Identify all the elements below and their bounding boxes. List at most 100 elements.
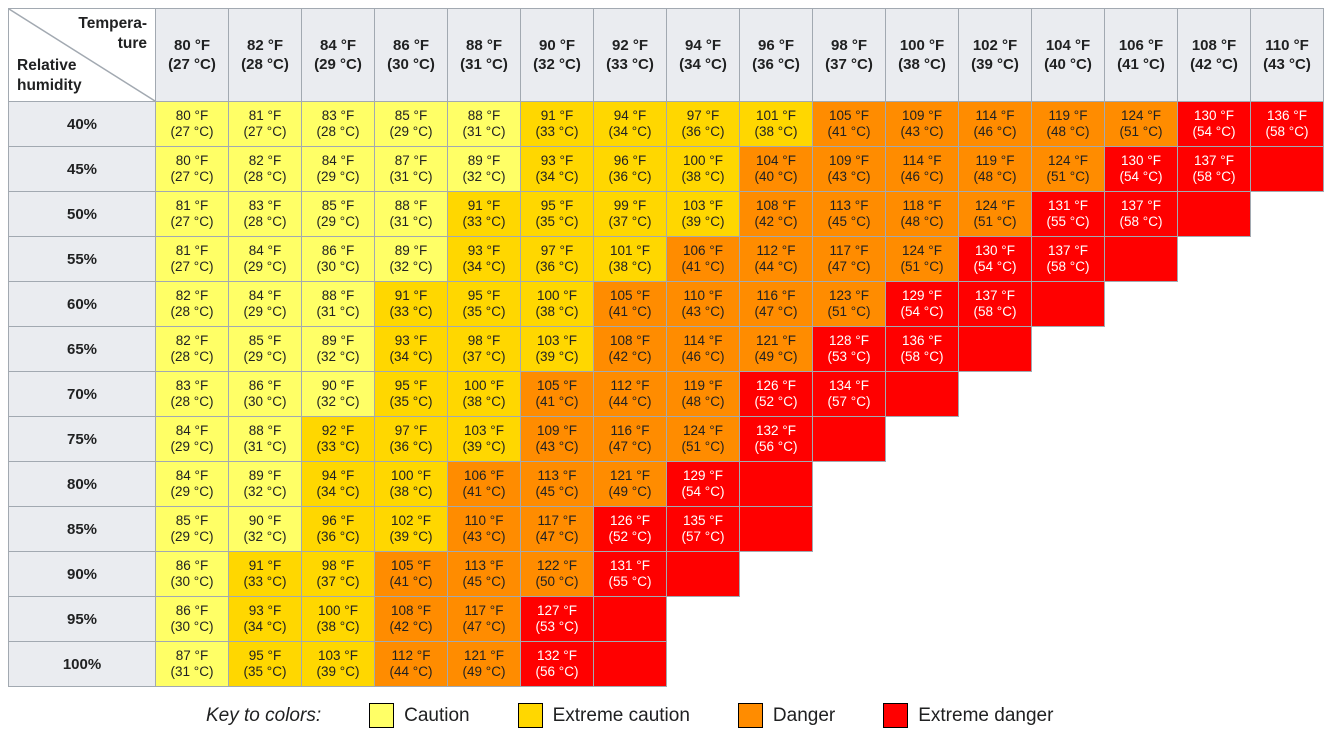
- heat-cell: 129 °F (54 °C): [666, 461, 740, 507]
- celsius-value: (48 °C): [681, 394, 725, 409]
- heat-cell: 122 °F (50 °C): [520, 551, 594, 597]
- fahrenheit-value: 101 °F: [610, 243, 650, 258]
- celsius-value: (47 °C): [535, 529, 579, 544]
- celsius-value: (27 °C): [170, 169, 214, 184]
- fahrenheit-value: 81 °F: [175, 198, 209, 213]
- celsius-value: (41 °C): [462, 484, 506, 499]
- celsius-value: (39 °C): [681, 214, 725, 229]
- fahrenheit-value: 113 °F: [464, 558, 504, 573]
- heat-cell: 136 °F (58 °C): [1250, 101, 1324, 147]
- humidity-row-header: 60%: [8, 281, 156, 327]
- fahrenheit-value: 119 °F: [1048, 108, 1088, 123]
- celsius-value: (40 °C): [754, 169, 798, 184]
- celsius-value: (32 °C): [243, 529, 287, 544]
- celsius-value: (27 °C): [170, 259, 214, 274]
- celsius-value: (41 °C): [608, 304, 652, 319]
- celsius-value: (51 °C): [1119, 124, 1163, 139]
- fahrenheit-value: 129 °F: [902, 288, 942, 303]
- fahrenheit-value: 85 °F: [321, 198, 355, 213]
- fahrenheit-value: 82 °F: [248, 153, 282, 168]
- table-row: 60% 82 °F (28 °C) 84 °F (29 °C) 88 °F (31 °C) 9…: [8, 281, 1324, 327]
- fahrenheit-value: 103 °F: [683, 198, 723, 213]
- heat-cell: 82 °F (28 °C): [228, 146, 302, 192]
- heat-cell: 114 °F (46 °C): [666, 326, 740, 372]
- celsius-value: (31 °C): [389, 169, 433, 184]
- fahrenheit-value: 108 °F: [756, 198, 796, 213]
- temperature-header-cell: 90 °F (32 °C): [520, 8, 594, 102]
- celsius-value: (58 °C): [900, 349, 944, 364]
- extreme-danger-swatch: [883, 703, 909, 728]
- celsius-value: (39 °C): [316, 664, 360, 679]
- heat-cell: 128 °F (53 °C): [812, 326, 886, 372]
- blank-cell: [958, 461, 1032, 507]
- heat-cell-empty: [739, 461, 813, 507]
- celsius-value: (43 °C): [681, 304, 725, 319]
- fahrenheit-value: 112 °F: [610, 378, 650, 393]
- celsius-value: (29 °C): [314, 56, 362, 73]
- celsius-value: (55 °C): [608, 574, 652, 589]
- fahrenheit-value: 98 °F: [321, 558, 355, 573]
- blank-cell: [1250, 236, 1324, 282]
- celsius-value: (31 °C): [460, 56, 508, 73]
- celsius-value: (31 °C): [462, 124, 506, 139]
- fahrenheit-value: 88 °F: [248, 423, 282, 438]
- heat-cell: 105 °F (41 °C): [374, 551, 448, 597]
- heat-cell: 86 °F (30 °C): [301, 236, 375, 282]
- celsius-value: (43 °C): [462, 529, 506, 544]
- celsius-value: (28 °C): [170, 394, 214, 409]
- heat-cell: 119 °F (48 °C): [666, 371, 740, 417]
- celsius-value: (58 °C): [1119, 214, 1163, 229]
- blank-cell: [1104, 551, 1178, 597]
- blank-cell: [1177, 551, 1251, 597]
- fahrenheit-value: 113 °F: [829, 198, 869, 213]
- celsius-value: (31 °C): [243, 439, 287, 454]
- danger-label: Danger: [772, 704, 836, 726]
- heat-cell: 100 °F (38 °C): [447, 371, 521, 417]
- heat-cell: 121 °F (49 °C): [447, 641, 521, 687]
- fahrenheit-value: 98 °F: [467, 333, 501, 348]
- celsius-value: (42 °C): [389, 619, 433, 634]
- blank-cell: [1177, 641, 1251, 687]
- fahrenheit-value: 94 °F: [613, 108, 647, 123]
- celsius-value: (54 °C): [900, 304, 944, 319]
- blank-cell: [1250, 461, 1324, 507]
- celsius-value: (58 °C): [1046, 259, 1090, 274]
- heat-cell: 135 °F (57 °C): [666, 506, 740, 552]
- celsius-value: (28 °C): [241, 56, 289, 73]
- fahrenheit-value: 93 °F: [467, 243, 501, 258]
- fahrenheit-value: 113 °F: [537, 468, 577, 483]
- fahrenheit-value: 93 °F: [248, 603, 282, 618]
- celsius-value: (28 °C): [170, 349, 214, 364]
- heat-cell-empty: [1250, 146, 1324, 192]
- celsius-value: (34 °C): [679, 56, 727, 73]
- fahrenheit-value: 100 °F: [537, 288, 577, 303]
- heat-cell: 106 °F (41 °C): [447, 461, 521, 507]
- celsius-value: (36 °C): [681, 124, 725, 139]
- fahrenheit-value: 126 °F: [610, 513, 650, 528]
- celsius-value: (49 °C): [462, 664, 506, 679]
- celsius-value: (33 °C): [243, 574, 287, 589]
- heat-cell: 110 °F (43 °C): [666, 281, 740, 327]
- celsius-value: (46 °C): [681, 349, 725, 364]
- celsius-value: (33 °C): [389, 304, 433, 319]
- heat-cell: 127 °F (53 °C): [520, 596, 594, 642]
- celsius-value: (42 °C): [608, 349, 652, 364]
- fahrenheit-value: 82 °F: [246, 37, 283, 54]
- humidity-axis-label: Relative humidity: [17, 57, 82, 94]
- heat-cell-empty: [885, 371, 959, 417]
- fahrenheit-value: 81 °F: [175, 243, 209, 258]
- grid-body: 40% 80 °F (27 °C) 81 °F (27 °C) 83 °F (28 °C) 8…: [8, 101, 1324, 687]
- heat-cell: 124 °F (51 °C): [885, 236, 959, 282]
- blank-cell: [1031, 551, 1105, 597]
- heat-cell: 93 °F (34 °C): [374, 326, 448, 372]
- heat-cell: 109 °F (43 °C): [885, 101, 959, 147]
- celsius-value: (43 °C): [1263, 56, 1311, 73]
- celsius-value: (38 °C): [898, 56, 946, 73]
- temperature-header-cell: 96 °F (36 °C): [739, 8, 813, 102]
- celsius-value: (51 °C): [900, 259, 944, 274]
- blank-cell: [812, 461, 886, 507]
- temperature-header-cell: 106 °F (41 °C): [1104, 8, 1178, 102]
- celsius-value: (28 °C): [243, 169, 287, 184]
- fahrenheit-value: 88 °F: [467, 108, 501, 123]
- blank-cell: [1104, 416, 1178, 462]
